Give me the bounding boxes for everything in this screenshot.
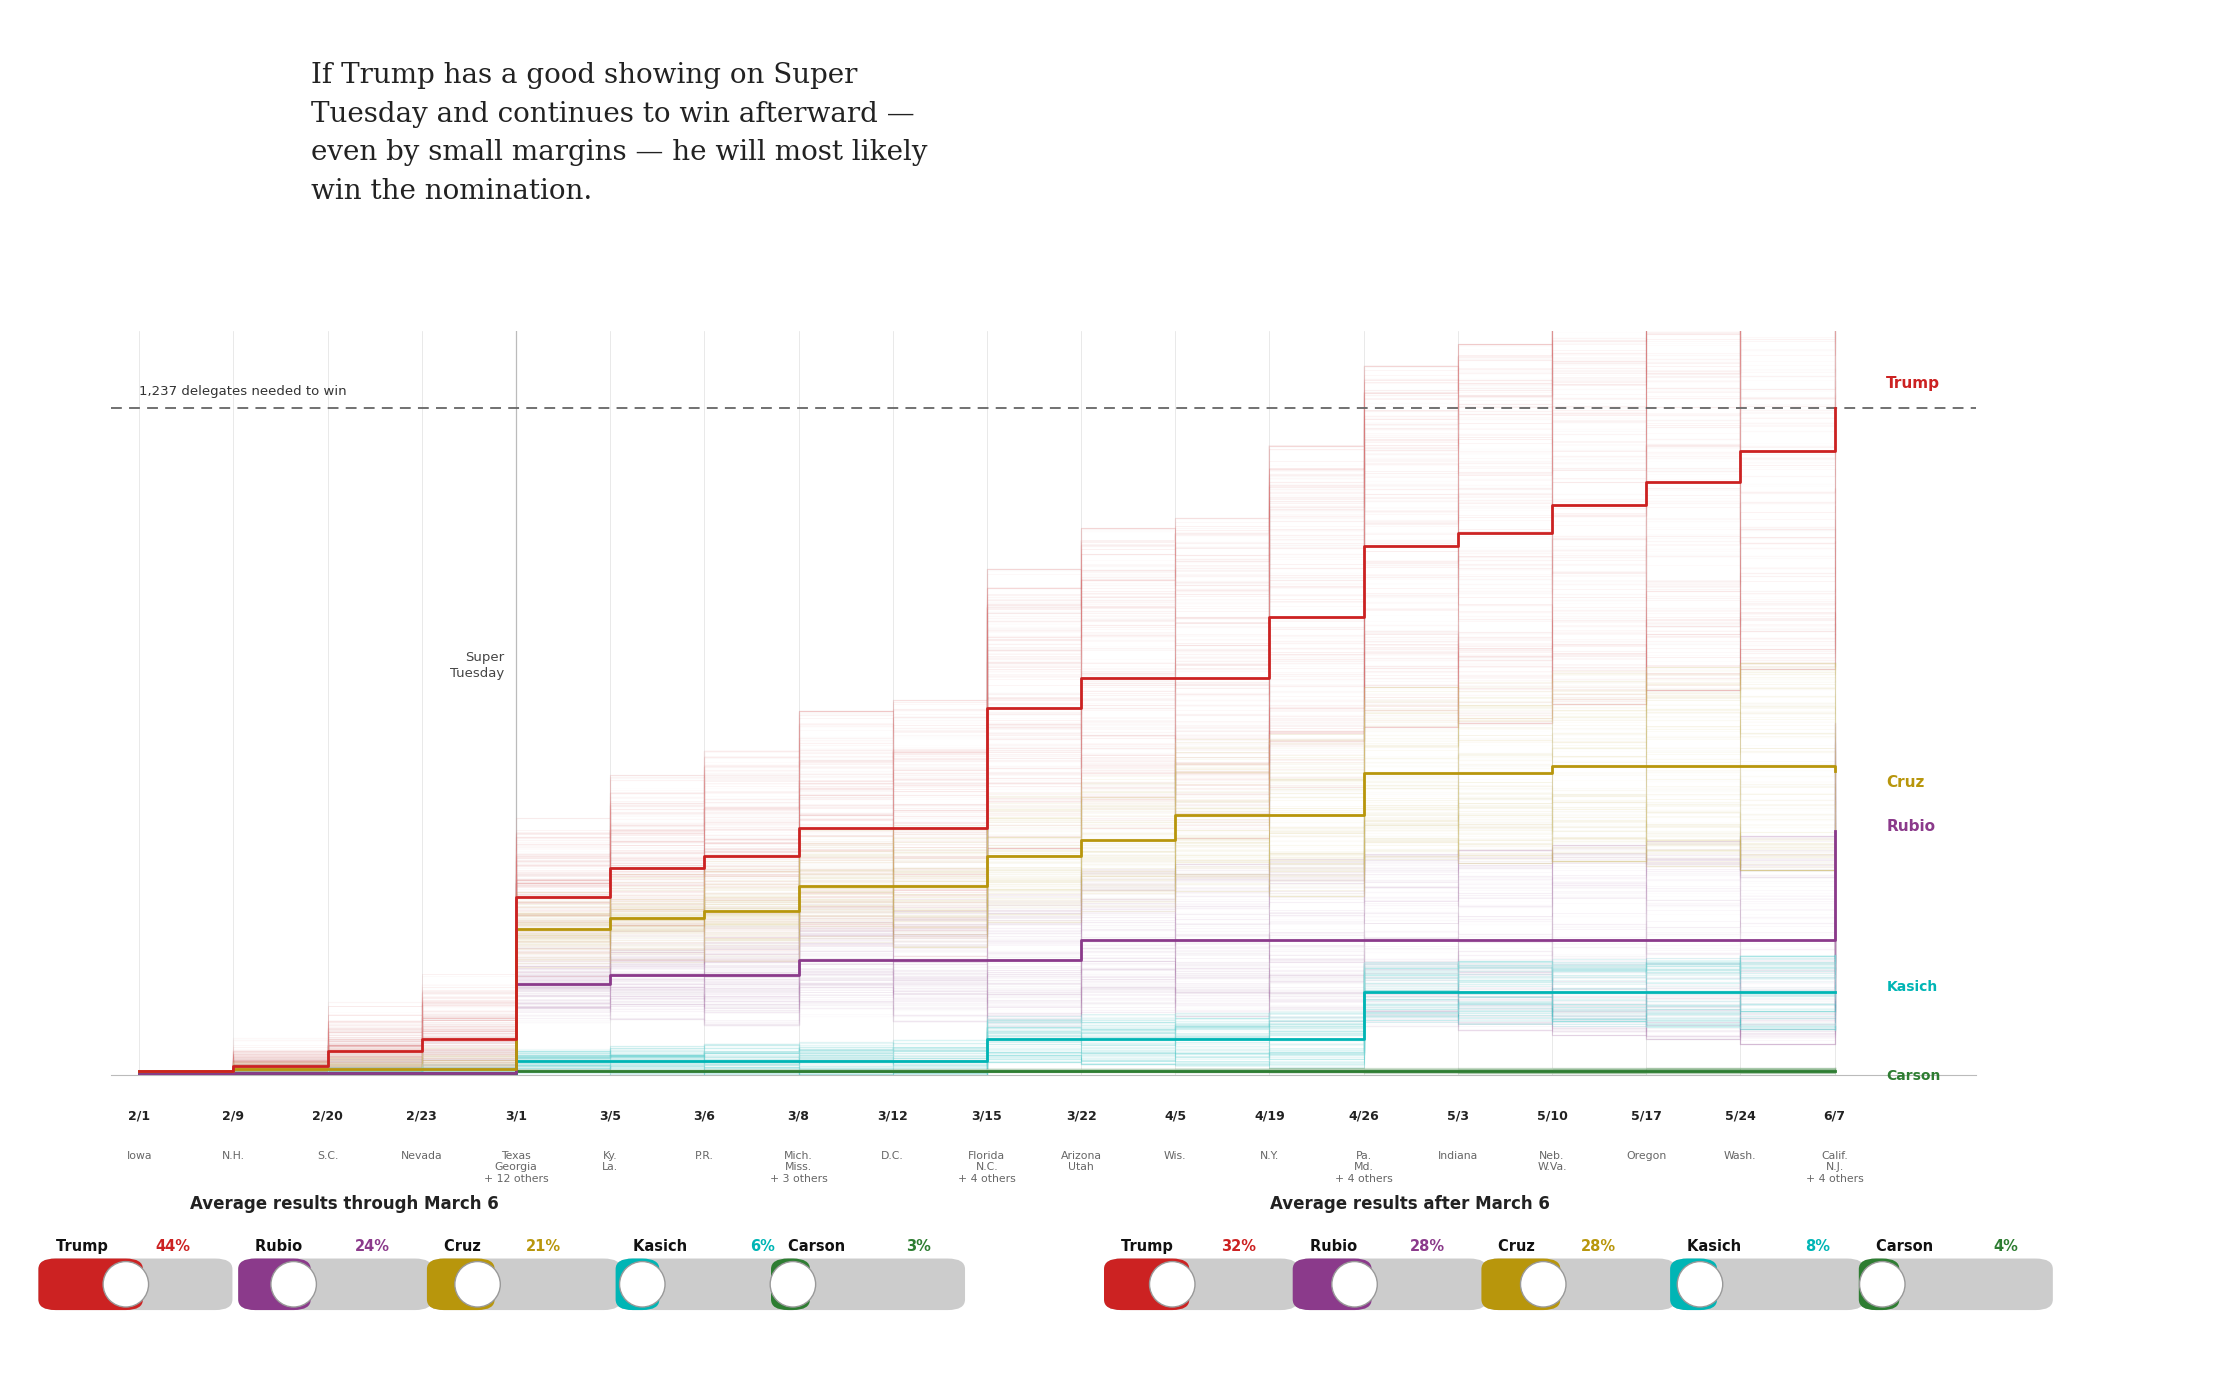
- Text: Calif.
N.J.
+ 4 others: Calif. N.J. + 4 others: [1805, 1151, 1863, 1184]
- Text: 5/10: 5/10: [1536, 1109, 1567, 1122]
- Text: Cruz: Cruz: [1498, 1239, 1541, 1254]
- Text: 5/3: 5/3: [1447, 1109, 1470, 1122]
- Text: Cruz: Cruz: [1887, 774, 1925, 790]
- Text: Oregon: Oregon: [1625, 1151, 1667, 1160]
- Text: Arizona
Utah: Arizona Utah: [1061, 1151, 1101, 1173]
- Text: 3/6: 3/6: [693, 1109, 715, 1122]
- Text: Carson: Carson: [1887, 1069, 1940, 1083]
- Text: Rubio: Rubio: [255, 1239, 309, 1254]
- Text: Wash.: Wash.: [1725, 1151, 1756, 1160]
- Text: S.C.: S.C.: [317, 1151, 337, 1160]
- Text: 4/5: 4/5: [1163, 1109, 1185, 1122]
- Text: 44%: 44%: [155, 1239, 191, 1254]
- Text: Carson: Carson: [1876, 1239, 1938, 1254]
- Text: 2/20: 2/20: [313, 1109, 344, 1122]
- Text: 3/1: 3/1: [504, 1109, 526, 1122]
- Text: 21%: 21%: [526, 1239, 562, 1254]
- Text: Trump: Trump: [56, 1239, 113, 1254]
- Text: 2/23: 2/23: [406, 1109, 437, 1122]
- Text: Kasich: Kasich: [1687, 1239, 1747, 1254]
- Text: Carson: Carson: [788, 1239, 850, 1254]
- Text: Neb.
W.Va.: Neb. W.Va.: [1536, 1151, 1567, 1173]
- Text: 1,237 delegates needed to win: 1,237 delegates needed to win: [140, 384, 346, 398]
- Text: 5/17: 5/17: [1632, 1109, 1661, 1122]
- Text: 24%: 24%: [355, 1239, 391, 1254]
- Text: Pa.
Md.
+ 4 others: Pa. Md. + 4 others: [1334, 1151, 1392, 1184]
- Text: 2/1: 2/1: [129, 1109, 151, 1122]
- Text: Wis.: Wis.: [1163, 1151, 1185, 1160]
- Text: 8%: 8%: [1805, 1239, 1829, 1254]
- Text: Average results through March 6: Average results through March 6: [189, 1195, 500, 1213]
- Text: 4/19: 4/19: [1254, 1109, 1285, 1122]
- Text: 4/26: 4/26: [1348, 1109, 1379, 1122]
- Text: Iowa: Iowa: [127, 1151, 151, 1160]
- Text: Rubio: Rubio: [1310, 1239, 1363, 1254]
- Text: 3/22: 3/22: [1066, 1109, 1097, 1122]
- Text: Cruz: Cruz: [444, 1239, 486, 1254]
- Text: 3/15: 3/15: [972, 1109, 1001, 1122]
- Text: 3/8: 3/8: [788, 1109, 810, 1122]
- Text: 3%: 3%: [906, 1239, 930, 1254]
- Text: Rubio: Rubio: [1887, 820, 1936, 834]
- Text: Nevada: Nevada: [402, 1151, 442, 1160]
- Text: 3/12: 3/12: [877, 1109, 908, 1122]
- Text: Average results after March 6: Average results after March 6: [1270, 1195, 1550, 1213]
- Text: Super
Tuesday: Super Tuesday: [451, 650, 504, 679]
- Text: Texas
Georgia
+ 12 others: Texas Georgia + 12 others: [484, 1151, 548, 1184]
- Text: 6%: 6%: [750, 1239, 775, 1254]
- Text: N.H.: N.H.: [222, 1151, 244, 1160]
- Text: Ky.
La.: Ky. La.: [602, 1151, 617, 1173]
- Text: 6/7: 6/7: [1823, 1109, 1845, 1122]
- Text: 2/9: 2/9: [222, 1109, 244, 1122]
- Text: Florida
N.C.
+ 4 others: Florida N.C. + 4 others: [959, 1151, 1017, 1184]
- Text: D.C.: D.C.: [881, 1151, 904, 1160]
- Text: Mich.
Miss.
+ 3 others: Mich. Miss. + 3 others: [770, 1151, 828, 1184]
- Text: 28%: 28%: [1581, 1239, 1616, 1254]
- Text: P.R.: P.R.: [695, 1151, 715, 1160]
- Text: 4%: 4%: [1994, 1239, 2018, 1254]
- Text: Trump: Trump: [1121, 1239, 1179, 1254]
- Text: N.Y.: N.Y.: [1259, 1151, 1279, 1160]
- Text: 28%: 28%: [1410, 1239, 1445, 1254]
- Text: 5/24: 5/24: [1725, 1109, 1756, 1122]
- Text: Kasich: Kasich: [633, 1239, 693, 1254]
- Text: Kasich: Kasich: [1887, 980, 1938, 994]
- Text: 32%: 32%: [1221, 1239, 1257, 1254]
- Text: Indiana: Indiana: [1439, 1151, 1479, 1160]
- Text: Trump: Trump: [1887, 376, 1940, 391]
- Text: 3/5: 3/5: [599, 1109, 622, 1122]
- Text: If Trump has a good showing on Super
Tuesday and continues to win afterward —
ev: If Trump has a good showing on Super Tue…: [311, 62, 928, 205]
